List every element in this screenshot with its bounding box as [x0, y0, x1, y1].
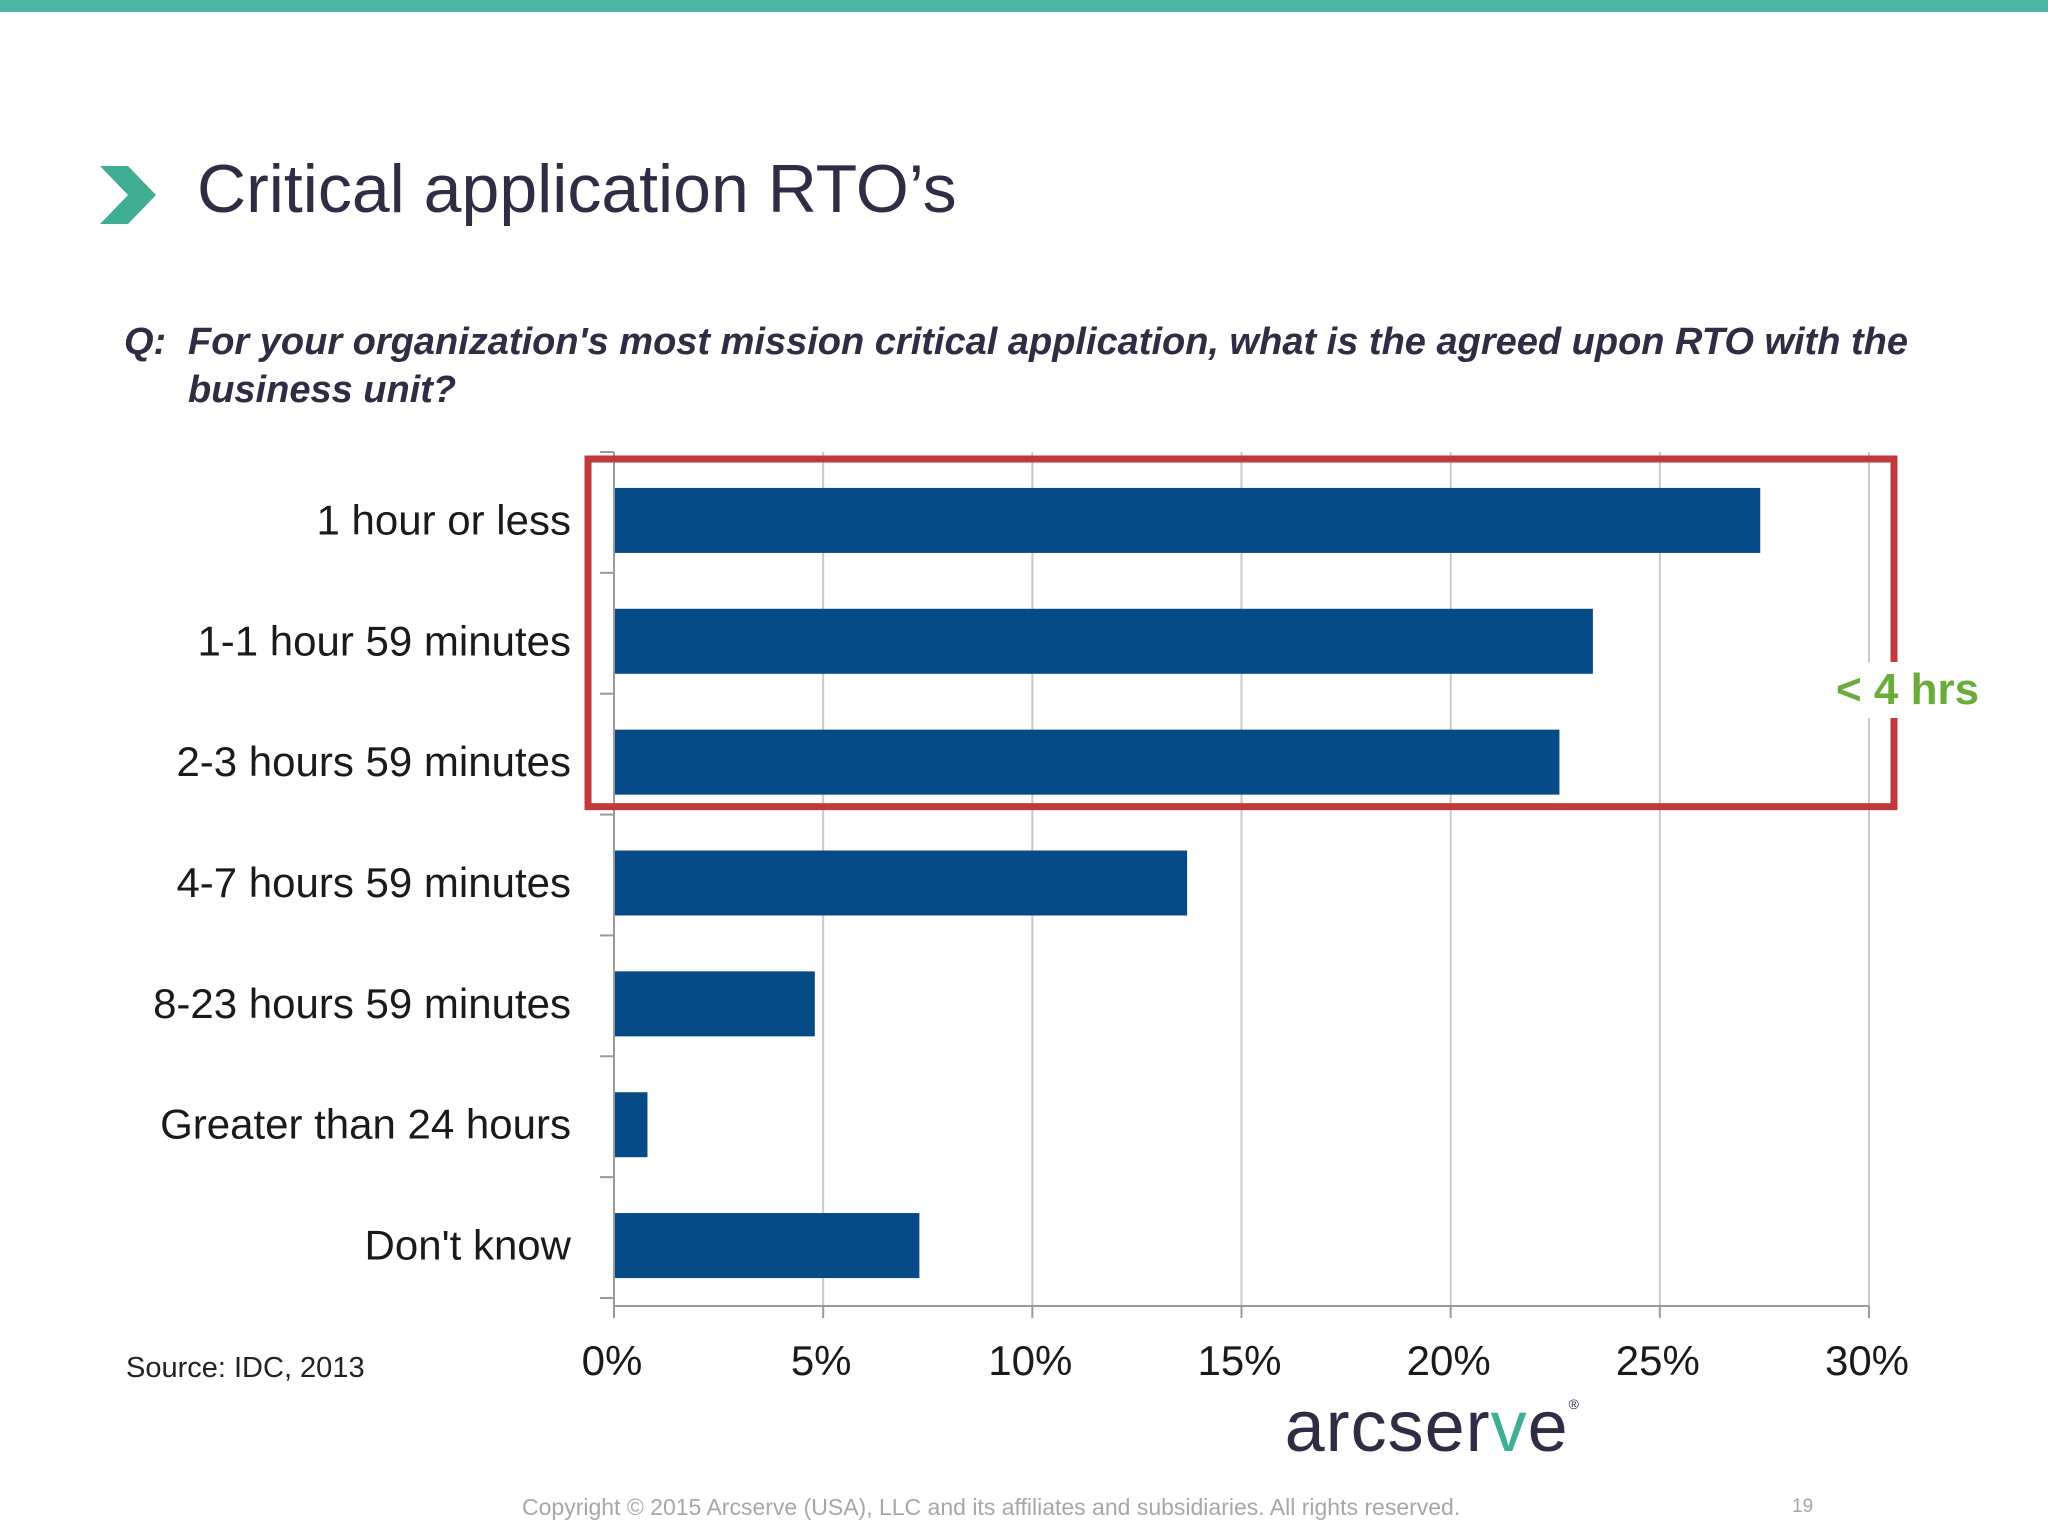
bar-4: [614, 971, 815, 1037]
x-tick-label-20: 20%: [1407, 1337, 1491, 1384]
x-tick-label-0: 0%: [582, 1337, 643, 1384]
x-tick-label-25: 25%: [1616, 1337, 1700, 1384]
category-label-3: 4-7 hours 59 minutes: [176, 859, 571, 906]
top-accent-bar: [0, 0, 2048, 12]
bar-6: [614, 1213, 920, 1279]
bar-3: [614, 850, 1188, 916]
bar-1: [614, 608, 1593, 674]
question-text: For your organization's most mission cri…: [188, 321, 1908, 411]
logo-text-end: e: [1527, 1387, 1569, 1467]
x-tick-label-30: 30%: [1825, 1337, 1909, 1384]
rto-bar-chart: 1 hour or less 1-1 hour 59 minutes 2-3 hou…: [153, 451, 2005, 1384]
highlight-group: < 4 hrs: [584, 455, 2005, 811]
x-tick-label-15: 15%: [1197, 1337, 1281, 1384]
x-tick-label-5: 5%: [791, 1337, 852, 1384]
bar-5: [614, 1092, 648, 1158]
chart-grid: [822, 452, 1870, 1306]
x-tick-label-10: 10%: [988, 1337, 1072, 1384]
highlight-label: < 4 hrs: [1836, 665, 1979, 714]
category-label-2: 2-3 hours 59 minutes: [176, 738, 571, 785]
logo-text-main: arcser: [1284, 1387, 1491, 1467]
copyright-notice: Copyright © 2015 Arcserve (USA), LLC and…: [522, 1494, 1461, 1520]
logo-registered-mark: ®: [1568, 1396, 1580, 1412]
source-note: Source: IDC, 2013: [126, 1352, 365, 1384]
chart-axes: [600, 451, 1870, 1318]
page-number: 19: [1792, 1496, 1814, 1517]
highlight-label-background: [1830, 662, 2005, 718]
category-label-4: 8-23 hours 59 minutes: [153, 980, 571, 1027]
category-label-6: Don't know: [365, 1222, 572, 1269]
chevron-right-icon: [100, 166, 156, 224]
category-label-5: Greater than 24 hours: [160, 1101, 571, 1148]
category-label-0: 1 hour or less: [317, 496, 571, 543]
bar-2: [614, 729, 1560, 795]
question-prefix: Q:: [124, 321, 167, 363]
slide-title: Critical application RTO’s: [197, 151, 957, 227]
chart-bars: [614, 487, 1761, 1279]
highlight-box: [584, 455, 1898, 811]
category-label-1: 1-1 hour 59 minutes: [197, 617, 571, 664]
survey-question: Q: For your organization's most mission …: [124, 318, 1924, 414]
chart-labels: 1 hour or less 1-1 hour 59 minutes 2-3 hou…: [153, 496, 1909, 1384]
arcserve-logo: arcserve®: [1285, 1386, 1581, 1468]
logo-text-accent: v: [1490, 1387, 1528, 1467]
bar-0: [614, 487, 1761, 553]
